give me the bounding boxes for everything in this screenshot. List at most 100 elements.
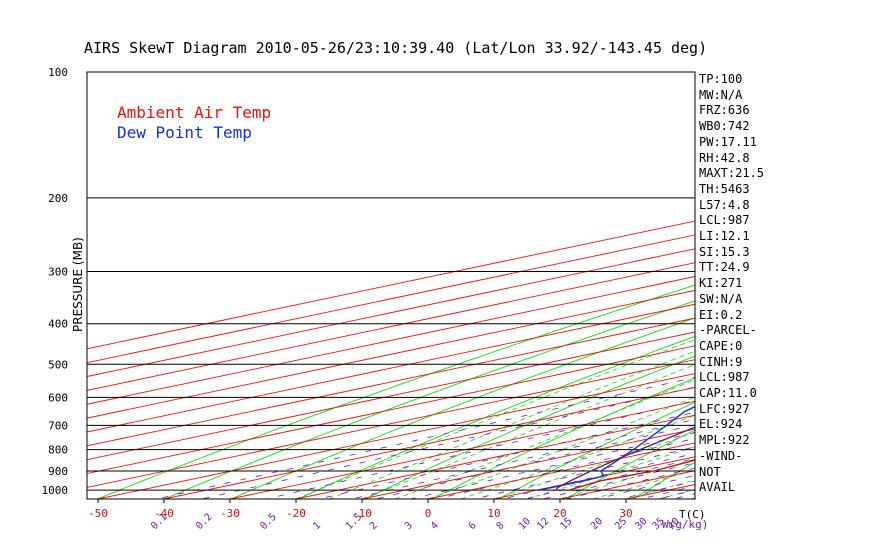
legend-dew-point-temp: Dew Point Temp xyxy=(117,123,252,142)
pressure-tick-label: 400 xyxy=(48,318,68,331)
bottom-temp-label: 0 xyxy=(425,507,432,520)
pressure-tick-label: 100 xyxy=(48,66,68,79)
isotherm-line xyxy=(427,442,695,499)
isotherm-line xyxy=(87,234,695,364)
mixing-ratio-label: 30 xyxy=(633,516,649,532)
parcel-profile xyxy=(555,426,695,491)
mixing-ratio-label: 4 xyxy=(429,520,441,532)
bottom-temp-label: -50 xyxy=(88,507,108,520)
isotherm-line xyxy=(87,220,695,350)
mixing-ratio-label: 3 xyxy=(403,520,415,532)
ambient-air-temp-profile xyxy=(568,459,695,491)
pressure-tick-label: 700 xyxy=(48,419,68,432)
moist-adiabat-line xyxy=(559,458,695,499)
index-item: CINH:9 xyxy=(699,354,743,369)
mixing-ratio-label: 0.5 xyxy=(258,512,279,533)
index-item: LCL:987 xyxy=(699,370,750,385)
isotherm-line xyxy=(97,373,695,499)
dry-adiabat-line xyxy=(231,317,695,499)
plot-frame xyxy=(86,71,696,500)
moist-adiabat-line xyxy=(328,350,695,499)
index-item: -PARCEL- xyxy=(699,323,757,338)
bottom-temp-label: 30 xyxy=(619,507,632,520)
moist-adiabat-line xyxy=(394,379,695,499)
isotherm-line xyxy=(87,248,695,377)
index-item: LCL:987 xyxy=(699,213,750,228)
index-item: TH:5463 xyxy=(699,181,750,196)
index-item: SI:15.3 xyxy=(699,244,750,259)
moist-adiabat-line xyxy=(295,339,695,499)
isotherm-lines xyxy=(87,220,695,499)
pressure-tick-label: 600 xyxy=(48,391,68,404)
index-item: LFC:927 xyxy=(699,401,750,416)
dry-adiabat-line xyxy=(565,429,695,499)
isotherm-line xyxy=(163,386,695,499)
index-item: AVAIL xyxy=(699,480,736,495)
mixing-ratio-line xyxy=(201,386,695,499)
index-item: TT:24.9 xyxy=(699,260,750,275)
mixing-ratio-line xyxy=(351,418,695,499)
index-item: L57:4.8 xyxy=(699,197,750,212)
mixing-ratio-line xyxy=(410,432,695,499)
moist-adiabat-line xyxy=(658,488,695,499)
index-item: EI:0.2 xyxy=(699,307,743,322)
index-item: WB0:742 xyxy=(699,119,750,134)
dry-adiabat-line xyxy=(365,355,695,499)
pressure-tick-label: 900 xyxy=(48,465,68,478)
bottom-temp-label: -30 xyxy=(220,507,240,520)
mixing-ratio-label: 1 xyxy=(311,520,323,532)
bottom-temp-label: -10 xyxy=(352,507,372,520)
index-item: SW:N/A xyxy=(699,291,743,306)
dry-adiabat-line xyxy=(431,377,695,499)
dry-adiabat-line xyxy=(834,72,870,499)
index-item: -WIND- xyxy=(699,448,743,463)
dry-adiabat-line xyxy=(164,300,695,499)
mixing-ratio-label: 0.2 xyxy=(194,512,215,533)
index-item: LI:12.1 xyxy=(699,229,750,243)
mixing-ratio-line xyxy=(565,467,695,499)
isotherm-line xyxy=(87,317,695,447)
mixing-ratio-line xyxy=(318,411,695,499)
isotherm-line xyxy=(361,428,695,499)
chart-title: AIRS SkewT Diagram 2010-05-26/23:10:39.4… xyxy=(84,39,707,57)
mixing-ratio-label: 6 xyxy=(467,520,479,532)
legend-ambient-air-temp: Ambient Air Temp xyxy=(117,103,271,122)
pressure-tick-label: 200 xyxy=(48,192,68,205)
x-axis-temp-unit: T(C) xyxy=(679,508,706,521)
isotherm-line xyxy=(87,303,695,433)
index-item: CAP:11.0 xyxy=(699,386,757,400)
pressure-tick-label: 1000 xyxy=(42,484,69,497)
dry-adiabat-line xyxy=(632,461,695,499)
moist-adiabat-line xyxy=(460,414,695,499)
index-item: CAPE:0 xyxy=(699,338,743,353)
isotherm-line xyxy=(295,414,695,499)
mixing-ratio-line xyxy=(375,424,695,499)
isotherm-line xyxy=(87,276,695,405)
dry-adiabat-line xyxy=(498,401,695,499)
isotherm-line xyxy=(229,400,695,499)
mixing-ratio-line xyxy=(542,462,695,499)
mixing-ratio-line xyxy=(436,437,695,499)
bottom-temp-label: -40 xyxy=(154,507,174,520)
sounding-profiles xyxy=(539,405,695,491)
mixing-ratio-unit: W(g/kg) xyxy=(662,518,708,531)
index-item: EL:924 xyxy=(699,417,743,432)
index-item: MAXT:21.5 xyxy=(699,166,765,181)
index-item: RH:42.8 xyxy=(699,150,750,165)
mixing-ratio-label: 20 xyxy=(589,516,605,532)
isobar-lines xyxy=(87,197,695,491)
index-item: PW:17.11 xyxy=(699,134,757,149)
mixing-ratio-label: 8 xyxy=(495,520,507,532)
moist-adiabat-line xyxy=(427,396,695,499)
isotherm-line xyxy=(87,331,695,461)
pressure-tick-label: 800 xyxy=(48,444,68,457)
mixing-ratio-line xyxy=(524,458,695,499)
isotherm-line xyxy=(87,359,695,488)
index-item: KI:271 xyxy=(699,276,743,291)
mixing-ratio-line xyxy=(658,489,695,499)
index-item: NOT xyxy=(699,464,721,479)
isotherm-line xyxy=(87,262,695,391)
isotherm-line xyxy=(87,345,695,475)
y-axis-label: PRESSURE (MB) xyxy=(71,237,85,332)
